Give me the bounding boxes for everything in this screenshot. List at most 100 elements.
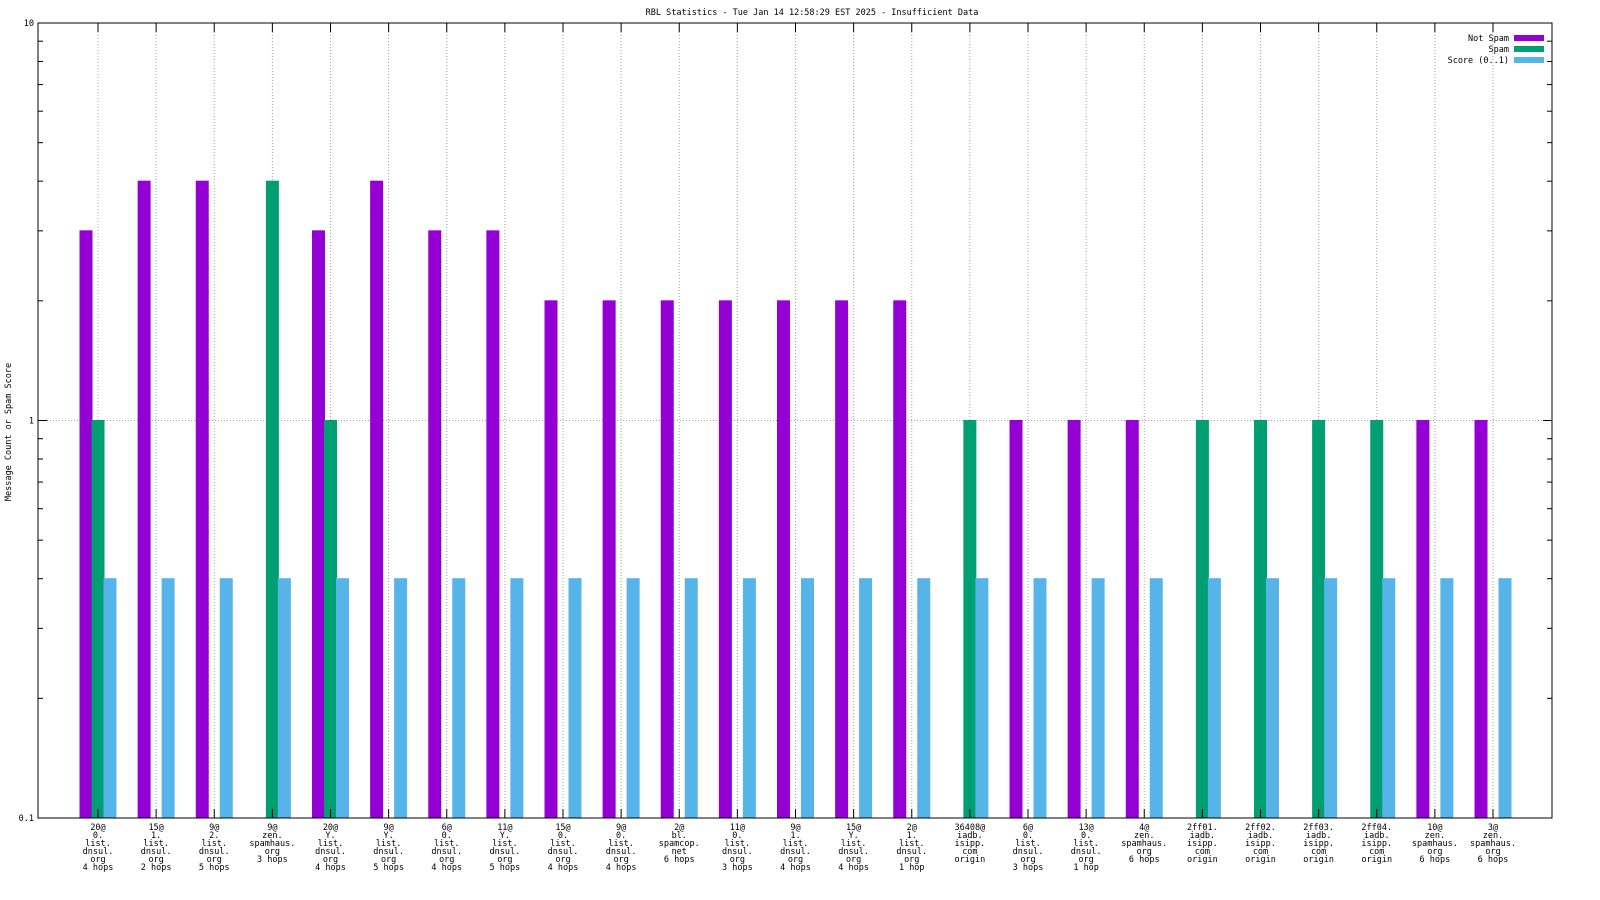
x-tick-label-line: isipp.: [1187, 839, 1218, 849]
x-tick-label-line: 5 hops: [490, 863, 521, 873]
bar-score-0-1--24: [1498, 578, 1512, 819]
x-tick-label-line: 5 hops: [199, 863, 230, 873]
y-axis-label: Message Count or Spam Score: [4, 363, 14, 501]
bar-score-0-1--14: [917, 578, 931, 819]
x-tick-label-line: 6@: [1023, 823, 1033, 833]
legend-swatch-1: [1514, 46, 1544, 52]
bar-not-spam-17: [1067, 420, 1081, 819]
bar-not-spam-10: [660, 300, 674, 819]
x-tick-label-line: list.: [550, 839, 576, 849]
x-tick-label-line: isipp.: [1245, 839, 1276, 849]
y-tick-label-2: 10: [24, 19, 34, 29]
x-tick-label-line: org: [381, 855, 396, 865]
bar-not-spam-8: [544, 300, 558, 819]
bar-score-0-1--13: [859, 578, 873, 819]
x-tick-label-line: zen.: [1425, 831, 1445, 841]
x-tick-label-line: iadb.: [1190, 831, 1216, 841]
x-tick-label-line: 1.: [151, 831, 161, 841]
x-tick-label-line: 3 hops: [722, 863, 753, 873]
x-tick-label-line: 0.: [1023, 831, 1033, 841]
x-tick-label-line: list.: [608, 839, 634, 849]
x-tick-label-5: 9@ Y. list. dnsul. org 5 hops: [373, 823, 404, 873]
x-tick-label-line: 6 hops: [664, 855, 695, 865]
x-tick-label-line: 2ff02.: [1245, 823, 1276, 833]
x-tick-label-line: list.: [143, 839, 169, 849]
x-tick-label-line: org: [1427, 847, 1442, 857]
x-tick-label-line: iadb.: [1364, 831, 1390, 841]
x-tick-label-line: 4 hops: [606, 863, 637, 873]
x-tick-label-line: 2@: [674, 823, 684, 833]
x-tick-label-line: iadb.: [957, 831, 983, 841]
x-tick-label-line: org: [613, 855, 628, 865]
bar-score-0-1--15: [975, 578, 989, 819]
x-tick-label-line: dnsul.: [780, 847, 811, 857]
x-tick-label-line: 2 hops: [141, 863, 172, 873]
bar-score-0-1--3: [277, 578, 291, 819]
x-tick-label-line: dnsul.: [83, 847, 114, 857]
bar-score-0-1--6: [452, 578, 466, 819]
x-tick-label-line: 0.: [93, 831, 103, 841]
bar-spam-22: [1370, 420, 1384, 819]
x-tick-label-line: list.: [492, 839, 518, 849]
bar-score-0-1--21: [1324, 578, 1338, 819]
x-tick-label-line: origin: [1361, 855, 1392, 865]
bar-not-spam-1: [137, 180, 151, 819]
x-tick-label-line: dnsul.: [490, 847, 521, 857]
x-tick-label-line: 2ff01.: [1187, 823, 1218, 833]
x-tick-label-line: zen.: [262, 831, 282, 841]
x-tick-label-line: 4@: [1139, 823, 1149, 833]
x-tick-label-line: dnsul.: [431, 847, 462, 857]
x-tick-label-line: dnsul.: [141, 847, 172, 857]
x-tick-label-line: spamhaus.: [1412, 839, 1458, 849]
x-tick-label-0: 20@ 0. list. dnsul. org 4 hops: [83, 823, 114, 873]
x-tick-label-15: 36408@ iadb. isipp. com origin: [955, 823, 986, 865]
x-tick-label-line: list.: [434, 839, 460, 849]
x-tick-label-19: 2ff01. iadb. isipp. com origin: [1187, 823, 1218, 865]
x-tick-label-3: 9@ zen. spamhaus. org 3 hops: [249, 823, 295, 865]
x-tick-label-line: org: [1137, 847, 1152, 857]
bar-not-spam-13: [835, 300, 849, 819]
x-tick-label-2: 9@ 2. list. dnsul. org 5 hops: [199, 823, 230, 873]
x-tick-label-line: 13@: [1078, 823, 1093, 833]
x-tick-label-line: dnsul.: [373, 847, 404, 857]
x-tick-label-line: org: [323, 855, 338, 865]
x-tick-label-line: 4 hops: [431, 863, 462, 873]
x-tick-label-line: dnsul.: [722, 847, 753, 857]
bar-spam-21: [1312, 420, 1326, 819]
bar-spam-0: [91, 420, 105, 819]
x-tick-label-line: com: [962, 847, 977, 857]
bar-score-0-1--9: [626, 578, 640, 819]
x-tick-label-line: list.: [725, 839, 751, 849]
x-tick-label-line: 3@: [1488, 823, 1498, 833]
bar-not-spam-4: [312, 230, 325, 819]
x-tick-label-line: dnsul.: [548, 847, 579, 857]
x-tick-label-17: 13@ 0. list. dnsul. org 1 hop: [1071, 823, 1102, 873]
x-tick-label-line: list.: [783, 839, 809, 849]
x-tick-label-line: org: [207, 855, 222, 865]
bar-not-spam-18: [1125, 420, 1139, 819]
x-tick-label-line: 15@: [148, 823, 163, 833]
x-tick-label-line: isipp.: [955, 839, 986, 849]
bar-not-spam-12: [777, 300, 790, 819]
bar-spam-3: [265, 180, 279, 819]
x-tick-label-line: Y.: [849, 831, 859, 841]
x-tick-label-line: net: [672, 847, 687, 857]
x-tick-label-line: spamhaus.: [1470, 839, 1516, 849]
x-tick-label-line: list.: [841, 839, 867, 849]
y-tick-label-1: 1: [29, 417, 34, 427]
x-tick-label-12: 9@ 1. list. dnsul. org 4 hops: [780, 823, 811, 873]
x-tick-label-7: 11@ Y. list. dnsul. org 5 hops: [490, 823, 521, 873]
y-tick-label-0: 0.1: [19, 814, 34, 824]
bar-not-spam-23: [1416, 420, 1430, 819]
x-tick-label-16: 6@ 0. list. dnsul. org 3 hops: [1013, 823, 1044, 873]
x-tick-label-line: 6@: [442, 823, 452, 833]
bar-score-0-1--7: [510, 578, 524, 819]
x-tick-label-10: 2@ bl. spamcop. net 6 hops: [659, 823, 700, 865]
x-tick-label-line: 2ff03.: [1303, 823, 1334, 833]
bar-score-0-1--0: [103, 578, 117, 819]
bar-spam-19: [1195, 420, 1209, 819]
x-tick-label-line: 1 hop: [899, 863, 925, 873]
x-tick-label-line: 36408@: [955, 823, 986, 833]
x-tick-label-6: 6@ 0. list. dnsul. org 4 hops: [431, 823, 462, 873]
